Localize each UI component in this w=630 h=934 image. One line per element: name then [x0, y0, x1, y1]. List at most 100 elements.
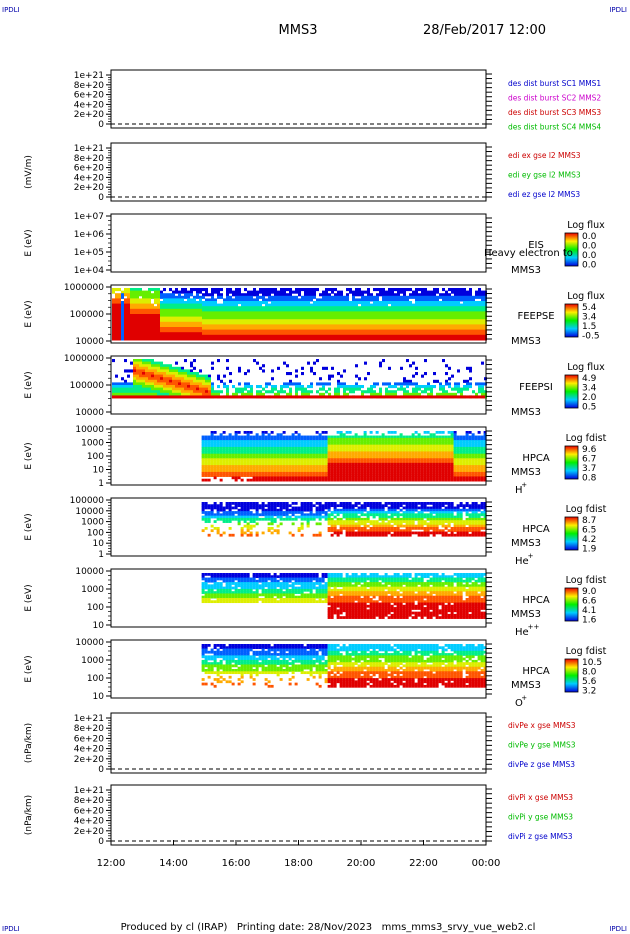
- spec-cell: [276, 465, 280, 468]
- spec-cell: [370, 295, 373, 299]
- spec-cell: [271, 311, 274, 315]
- spec-cell: [277, 390, 280, 394]
- spec-cell: [274, 329, 277, 333]
- spec-cell: [454, 301, 457, 305]
- spec-cell: [217, 288, 220, 292]
- spec-cell: [292, 327, 295, 331]
- spec-cell: [268, 303, 271, 307]
- spec-cell: [342, 453, 346, 457]
- spec-cell: [262, 288, 265, 292]
- spec-cell: [397, 337, 400, 341]
- spec-cell: [352, 321, 355, 325]
- spec-cell: [166, 372, 169, 376]
- spec-cell: [295, 290, 298, 294]
- spec-cell: [288, 456, 292, 459]
- spec-cell: [238, 311, 241, 315]
- spec-cell: [136, 379, 139, 383]
- spec-cell: [187, 295, 190, 299]
- spec-cell: [223, 332, 226, 336]
- spec-cell: [199, 301, 202, 305]
- spec-cell: [247, 298, 250, 302]
- spec-cell: [289, 319, 292, 323]
- spec-cell: [160, 374, 163, 378]
- spec-cell: [306, 462, 310, 466]
- y-tick-label: 2e+20: [74, 110, 105, 120]
- spec-cell: [172, 295, 175, 299]
- spec-cell: [133, 390, 136, 394]
- spec-cell: [255, 456, 259, 459]
- spec-cell: [217, 293, 220, 297]
- spec-cell: [406, 329, 409, 333]
- spec-cell: [273, 456, 277, 459]
- spec-cell: [208, 334, 211, 338]
- spec-cell: [229, 288, 232, 292]
- legend-entry: des dist burst SC3 MMS3: [508, 108, 601, 117]
- spec-cell: [475, 306, 478, 310]
- spec-cell: [324, 456, 328, 459]
- spec-cell: [367, 324, 370, 328]
- spec-cell: [421, 334, 424, 338]
- spec-cell: [403, 392, 406, 396]
- spec-cell: [337, 301, 340, 305]
- spec-cell: [460, 392, 463, 396]
- spec-cell: [205, 290, 208, 294]
- spec-cell: [448, 337, 451, 341]
- spec-cell: [354, 478, 358, 482]
- spec-cell: [160, 308, 163, 312]
- spec-cell: [345, 437, 349, 441]
- spec-cell: [127, 319, 130, 323]
- spec-cell: [142, 337, 145, 341]
- spec-cell: [418, 308, 421, 312]
- spec-cell: [427, 385, 430, 389]
- y-tick-label: 4e+20: [74, 173, 105, 183]
- spec-cell: [372, 469, 376, 473]
- spec-cell: [372, 478, 376, 482]
- spec-cell: [276, 444, 280, 448]
- spec-cell: [391, 334, 394, 338]
- spec-cell: [316, 324, 319, 328]
- spec-cell: [394, 308, 397, 312]
- spec-cell: [396, 449, 400, 452]
- spec-cell: [220, 324, 223, 328]
- spec-cell: [408, 476, 412, 480]
- spec-cell: [418, 385, 421, 389]
- spec-cell: [157, 382, 160, 386]
- spec-cell: [337, 298, 340, 302]
- spec-cell: [373, 321, 376, 325]
- spec-cell: [244, 337, 247, 341]
- spec-cell: [184, 295, 187, 299]
- spec-cell: [261, 476, 265, 480]
- spec-cell: [342, 440, 346, 443]
- spec-cell: [277, 295, 280, 299]
- spec-cell: [403, 321, 406, 325]
- spec-cell: [268, 390, 271, 394]
- spec-cell: [364, 301, 367, 305]
- spec-cell: [127, 329, 130, 333]
- spec-cell: [388, 290, 391, 294]
- spec-cell: [208, 379, 211, 383]
- spec-cell: [352, 387, 355, 391]
- colorbar-title: Log flux: [567, 291, 605, 302]
- spec-cell: [391, 385, 394, 389]
- spec-cell: [267, 474, 271, 477]
- spec-cell: [241, 311, 244, 315]
- spec-cell: [172, 293, 175, 297]
- spec-cell: [196, 324, 199, 328]
- spec-cell: [234, 456, 238, 459]
- spec-cell: [274, 334, 277, 338]
- spec-cell: [216, 465, 220, 468]
- spec-cell: [274, 385, 277, 389]
- spec-cell: [187, 306, 190, 310]
- spec-cell: [259, 329, 262, 333]
- spec-cell: [457, 337, 460, 341]
- spec-cell: [253, 327, 256, 331]
- spec-cell: [163, 364, 166, 368]
- spec-cell: [163, 379, 166, 383]
- spec-cell: [463, 319, 466, 323]
- spec-cell: [229, 308, 232, 312]
- spec-cell: [327, 449, 331, 452]
- spec-cell: [367, 372, 370, 376]
- spec-cell: [115, 311, 118, 315]
- spec-cell: [259, 314, 262, 318]
- spec-cell: [397, 298, 400, 302]
